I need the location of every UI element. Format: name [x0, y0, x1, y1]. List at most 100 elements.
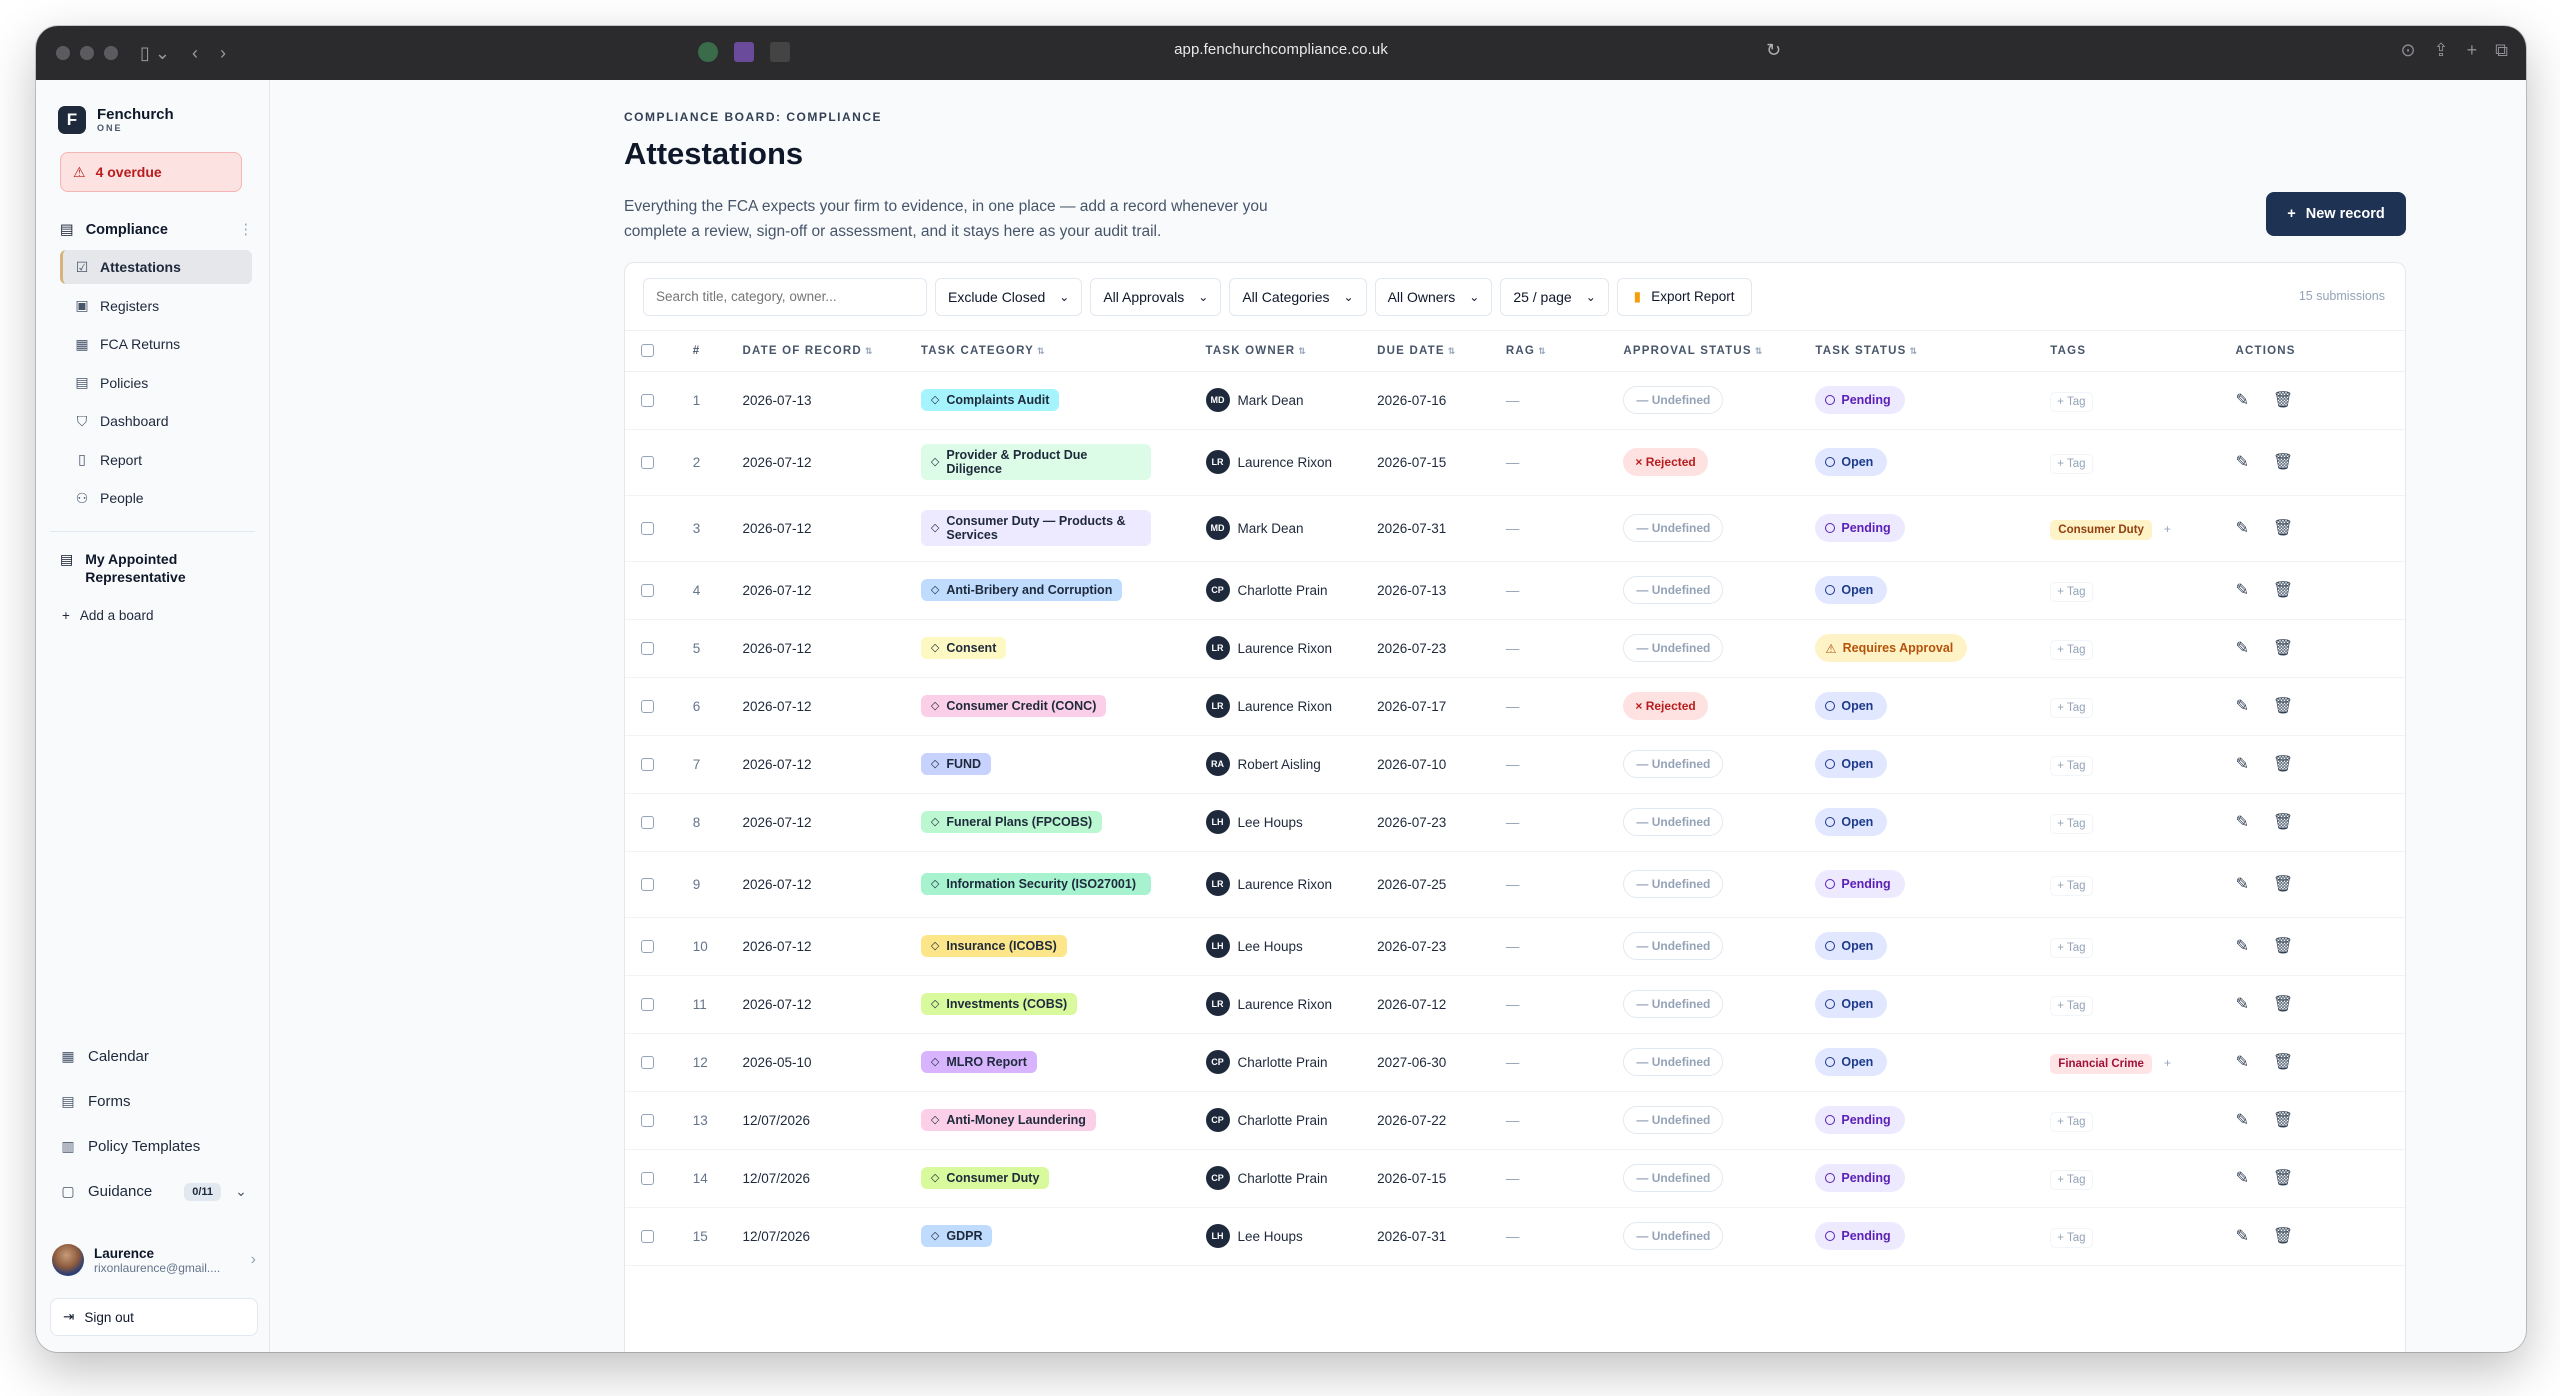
category-chip[interactable]: ◇ GDPR: [920, 1225, 993, 1247]
table-row[interactable]: 15 12/07/2026 ◇ GDPR LH Lee Houps 2026-07-31 — —…: [625, 1207, 2405, 1266]
trash-icon[interactable]: 🗑: [2272, 454, 2294, 471]
row-checkbox[interactable]: [641, 998, 654, 1012]
edit-icon[interactable]: ✎: [2235, 1228, 2249, 1245]
trash-icon[interactable]: 🗑: [2272, 582, 2294, 599]
category-chip[interactable]: ◇ Anti-Bribery and Corruption: [920, 579, 1123, 601]
task-status-badge[interactable]: Open: [1815, 750, 1888, 778]
sidebar-item-attestations[interactable]: ☑ Attestations: [60, 250, 252, 284]
task-owner[interactable]: LR Laurence Rixon: [1205, 636, 1378, 660]
sidebar-item-policies[interactable]: ▤ Policies: [60, 366, 252, 400]
category-chip[interactable]: ◇ Consumer Duty — Products & Services: [920, 510, 1151, 546]
column-header[interactable]: TAGS: [2050, 331, 2236, 372]
sidebar-item-fca-returns[interactable]: ▦ FCA Returns: [60, 327, 252, 361]
add-tag-button[interactable]: + Tag: [2050, 639, 2093, 660]
add-tag-button[interactable]: + Tag: [2050, 697, 2093, 718]
add-tag-button[interactable]: + Tag: [2050, 937, 2093, 958]
table-row[interactable]: 1 2026-07-13 ◇ Complaints Audit MD Mark Dean 2…: [625, 371, 2405, 430]
edit-icon[interactable]: ✎: [2235, 520, 2249, 537]
add-tag-button[interactable]: + Tag: [2050, 1227, 2093, 1248]
column-header[interactable]: TASK STATUS ⇅: [1815, 331, 2051, 372]
back-icon[interactable]: ‹: [192, 42, 198, 63]
trash-icon[interactable]: 🗑: [2272, 1228, 2294, 1245]
edit-icon[interactable]: ✎: [2235, 756, 2249, 773]
approval-status-badge[interactable]: — Undefined: [1623, 1222, 1724, 1250]
sidebar-item-calendar[interactable]: ▦ Calendar: [60, 1034, 249, 1079]
row-checkbox[interactable]: [641, 642, 654, 656]
window-controls[interactable]: [56, 46, 118, 60]
sort-icon[interactable]: ⇅: [1037, 345, 1046, 356]
trash-icon[interactable]: 🗑: [2272, 392, 2294, 409]
user-profile[interactable]: Laurence rixonlaurence@gmail.... ›: [52, 1244, 256, 1276]
edit-icon[interactable]: ✎: [2235, 996, 2249, 1013]
row-checkbox[interactable]: [641, 940, 654, 954]
more-icon[interactable]: ⋮: [238, 222, 254, 238]
task-status-badge[interactable]: Open: [1815, 692, 1888, 720]
sidebar-item-report[interactable]: ▯ Report: [60, 443, 252, 477]
sort-icon[interactable]: ⇅: [1298, 345, 1307, 356]
sort-icon[interactable]: ⇅: [1909, 345, 1919, 356]
approval-status-badge[interactable]: — Undefined: [1623, 386, 1724, 414]
row-checkbox[interactable]: [641, 816, 654, 830]
trash-icon[interactable]: 🗑: [2272, 876, 2294, 893]
approval-status-badge[interactable]: × Rejected: [1623, 692, 1708, 720]
approval-status-badge[interactable]: — Undefined: [1623, 1164, 1724, 1192]
task-status-badge[interactable]: Open: [1815, 932, 1888, 960]
row-checkbox[interactable]: [641, 394, 654, 408]
overdue-alert[interactable]: ⚠ 4 overdue: [60, 152, 242, 192]
task-owner[interactable]: LR Laurence Rixon: [1205, 992, 1378, 1016]
chevron-down-icon[interactable]: ⌄: [235, 1183, 247, 1199]
task-status-badge[interactable]: Open: [1815, 990, 1888, 1018]
add-tag-button[interactable]: + Tag: [2050, 875, 2093, 896]
board-compliance[interactable]: ▤ Compliance ⋮: [60, 222, 269, 238]
trash-icon[interactable]: 🗑: [2272, 640, 2294, 657]
row-checkbox[interactable]: [641, 1114, 654, 1128]
approval-status-badge[interactable]: — Undefined: [1623, 932, 1724, 960]
task-owner[interactable]: CP Charlotte Prain: [1205, 578, 1378, 602]
task-owner[interactable]: LR Laurence Rixon: [1205, 450, 1378, 474]
table-row[interactable]: 5 2026-07-12 ◇ Consent LR Laurence Rixon 2026-…: [625, 619, 2405, 678]
category-chip[interactable]: ◇ Provider & Product Due Diligence: [920, 444, 1151, 480]
task-owner[interactable]: CP Charlotte Prain: [1205, 1050, 1378, 1074]
edit-icon[interactable]: ✎: [2235, 582, 2249, 599]
task-owner[interactable]: MD Mark Dean: [1205, 516, 1378, 540]
tag-chip[interactable]: Consumer Duty: [2050, 519, 2152, 540]
task-status-badge[interactable]: Pending: [1815, 870, 1905, 898]
browser-toolbar-right[interactable]: ⊙ ⇪ + ⧉: [2400, 40, 2508, 61]
table-row[interactable]: 2 2026-07-12 ◇ Provider & Product Due Dilig…: [625, 429, 2405, 496]
category-chip[interactable]: ◇ Funeral Plans (FPCOBS): [920, 811, 1103, 833]
edit-icon[interactable]: ✎: [2235, 814, 2249, 831]
filter-select-3[interactable]: All Owners ⌄: [1374, 277, 1493, 316]
edit-icon[interactable]: ✎: [2235, 1170, 2249, 1187]
column-header[interactable]: APPROVAL STATUS ⇅: [1623, 331, 1816, 372]
tag-chip[interactable]: Financial Crime: [2050, 1053, 2152, 1074]
task-status-badge[interactable]: Pending: [1815, 514, 1905, 542]
trash-icon[interactable]: 🗑: [2272, 756, 2294, 773]
column-header[interactable]: DATE OF RECORD ⇅: [742, 331, 921, 372]
task-status-badge[interactable]: Open: [1815, 808, 1888, 836]
row-checkbox[interactable]: [641, 1230, 654, 1244]
category-chip[interactable]: ◇ Insurance (ICOBS): [920, 935, 1067, 957]
add-tag-button[interactable]: + Tag: [2050, 581, 2093, 602]
search-input[interactable]: [643, 277, 927, 316]
row-checkbox[interactable]: [641, 1056, 654, 1070]
sidebar-item-guidance[interactable]: ▢ Guidance 0/11 ⌄: [60, 1169, 249, 1214]
trash-icon[interactable]: 🗑: [2272, 520, 2294, 537]
edit-icon[interactable]: ✎: [2235, 392, 2249, 409]
trash-icon[interactable]: 🗑: [2272, 1054, 2294, 1071]
sidebar-item-forms[interactable]: ▤ Forms: [60, 1079, 249, 1124]
approval-status-badge[interactable]: — Undefined: [1623, 576, 1724, 604]
task-owner[interactable]: CP Charlotte Prain: [1205, 1108, 1378, 1132]
add-tag-plus-button[interactable]: +: [2163, 521, 2171, 536]
approval-status-badge[interactable]: — Undefined: [1623, 990, 1724, 1018]
trash-icon[interactable]: 🗑: [2272, 1170, 2294, 1187]
category-chip[interactable]: ◇ FUND: [920, 753, 992, 775]
column-header[interactable]: DUE DATE ⇅: [1377, 331, 1506, 372]
sidebar-item-dashboard[interactable]: ⛉ Dashboard: [60, 404, 252, 438]
category-chip[interactable]: ◇ Investments (COBS): [920, 993, 1078, 1015]
table-row[interactable]: 7 2026-07-12 ◇ FUND RA Robert Aisling 2026-07-…: [625, 735, 2405, 794]
row-checkbox[interactable]: [641, 522, 654, 536]
reload-icon[interactable]: ↻: [1766, 40, 1782, 60]
task-owner[interactable]: LH Lee Houps: [1205, 1224, 1378, 1248]
add-tag-button[interactable]: + Tag: [2050, 391, 2093, 412]
table-row[interactable]: 12 2026-05-10 ◇ MLRO Report CP Charlotte Prai…: [625, 1033, 2405, 1092]
